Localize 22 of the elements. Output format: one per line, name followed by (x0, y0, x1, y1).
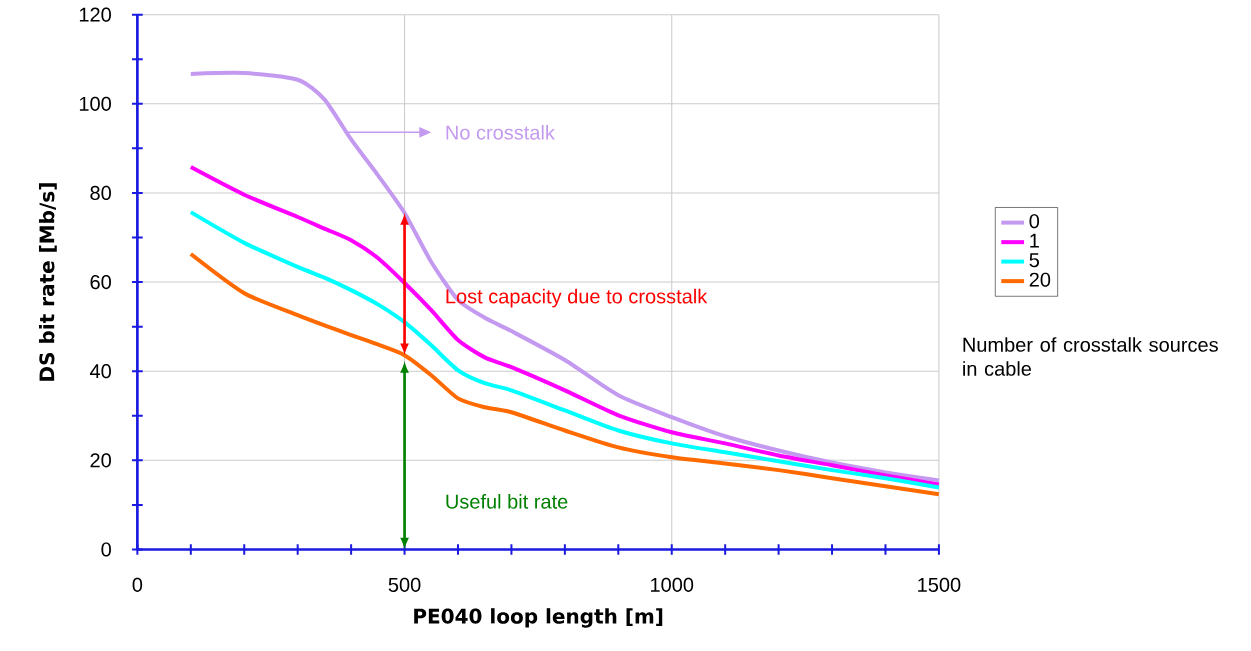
annotation: Lost capacity due to crosstalk (446, 288, 708, 308)
y-tick-label: 100 (79, 96, 111, 111)
x-axis-title: PE040 loop length [m] (414, 608, 663, 628)
y-tick-label: 80 (90, 185, 111, 201)
x-tick-label: 1000 (651, 577, 694, 592)
line-series (188, 70, 941, 483)
legend-label: 5 (1029, 253, 1040, 268)
legend-label: 0 (1029, 214, 1040, 229)
y-axis-title: DS bit rate [Mb/s] (38, 183, 57, 381)
legend-label: 1 (1030, 233, 1039, 248)
annotation: No crosstalk (446, 125, 555, 140)
annotation: Useful bit rate (446, 494, 568, 509)
y-tick-label: 120 (79, 7, 111, 22)
legend-label: 20 (1029, 272, 1051, 287)
y-tick-label: 0 (101, 542, 111, 557)
x-tick-label: 500 (388, 577, 421, 592)
x-tick-label: 1500 (918, 577, 961, 592)
y-tick-label: 20 (90, 453, 111, 468)
x-tick-label: 0 (132, 577, 143, 592)
legend-title: Number of crosstalk sources in cable (963, 337, 1218, 376)
y-tick-label: 40 (89, 364, 111, 379)
y-tick-label: 60 (90, 275, 111, 290)
